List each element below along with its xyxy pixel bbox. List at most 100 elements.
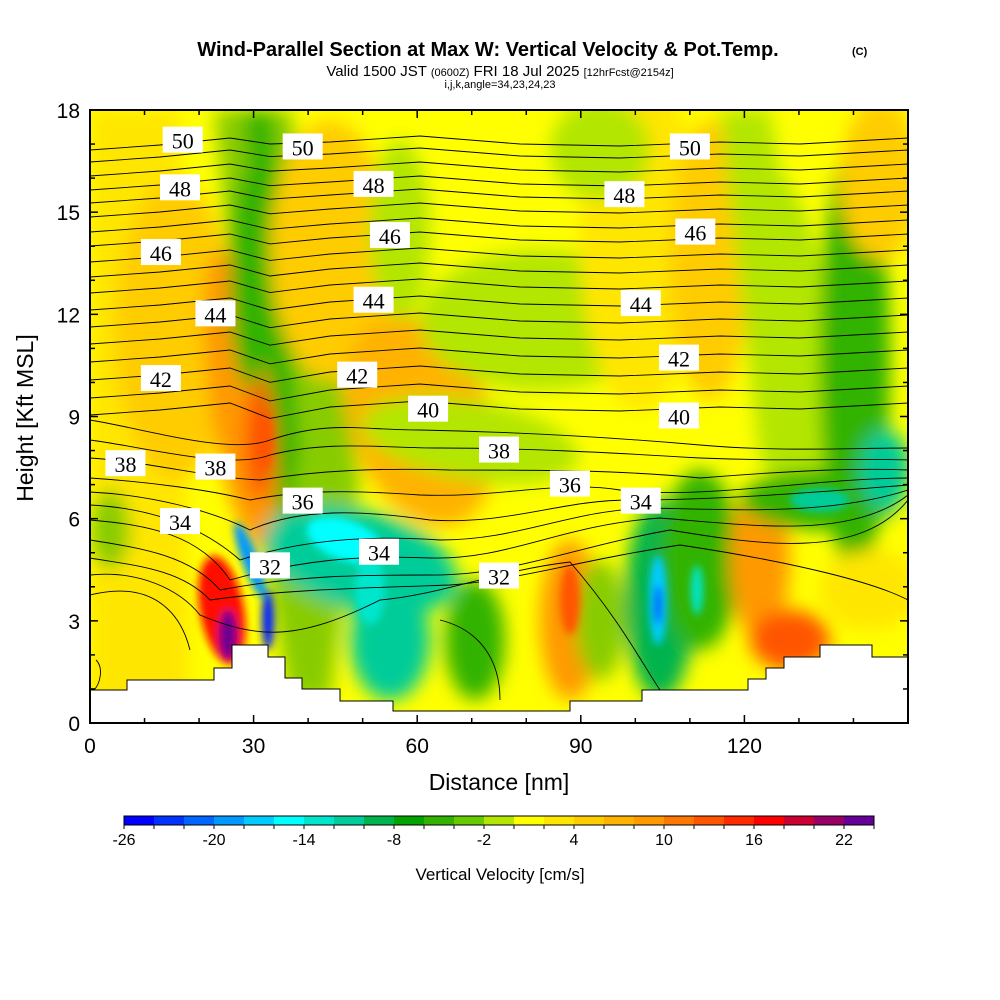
x-tick-label: 90 <box>569 735 592 758</box>
valid-date: FRI 18 Jul 2025 <box>474 63 580 80</box>
contour-label-34: 34 <box>359 538 400 566</box>
svg-text:50: 50 <box>172 129 194 154</box>
y-tick-label: 9 <box>68 407 80 430</box>
colorbar-swatch <box>154 816 185 825</box>
colorbar-swatch <box>394 816 425 825</box>
colorbar-title: Vertical Velocity [cm/s] <box>415 865 584 884</box>
y-tick-label: 15 <box>57 202 80 225</box>
x-tick-label: 120 <box>727 735 762 758</box>
colorbar-swatch <box>334 816 365 825</box>
svg-text:44: 44 <box>204 302 226 327</box>
colorbar-swatch <box>184 816 215 825</box>
colorbar-swatch <box>574 816 605 825</box>
contour-label-48: 48 <box>604 181 645 208</box>
colorbar-swatch <box>784 816 815 825</box>
colorbar-swatch <box>514 816 545 825</box>
contour-label-46: 46 <box>140 239 181 266</box>
colorbar-swatch <box>304 816 335 825</box>
colorbar-tick-label: -2 <box>477 832 491 849</box>
colorbar-swatch <box>634 816 665 825</box>
chart-subtitle: Valid 1500 JST (0600Z) FRI 18 Jul 2025 [… <box>326 63 673 80</box>
x-tick-label: 0 <box>84 735 96 758</box>
valid-utc: (0600Z) <box>431 67 470 79</box>
contour-label-44: 44 <box>353 286 394 314</box>
colorbar-swatch <box>244 816 275 825</box>
contour-label-34: 34 <box>620 487 661 515</box>
contour-label-32: 32 <box>479 562 519 590</box>
contour-label-48: 48 <box>353 170 394 198</box>
contour-labels: 50 50 50 48 48 48 46 46 46 44 44 44 42 42 42 40 40 38 38 38… <box>105 126 716 590</box>
contour-label-46: 46 <box>675 218 716 246</box>
svg-text:38: 38 <box>114 452 136 477</box>
colorbar-tick-label: -26 <box>112 832 135 849</box>
contour-label-38: 38 <box>195 453 236 481</box>
svg-text:32: 32 <box>488 565 510 590</box>
contour-label-40: 40 <box>658 402 699 430</box>
colorbar-swatch <box>694 816 725 825</box>
x-tick-label: 60 <box>406 735 429 758</box>
svg-text:50: 50 <box>292 135 314 160</box>
colorbar: -26 -20 -14 -8 -2 4 10 16 22 <box>112 815 875 849</box>
contour-label-36: 36 <box>282 487 323 515</box>
svg-text:32: 32 <box>259 554 281 579</box>
contour-label-34: 34 <box>159 508 200 535</box>
y-tick-label: 18 <box>57 100 80 123</box>
x-axis: 0 30 60 90 120 <box>84 110 909 758</box>
svg-text:36: 36 <box>559 473 581 498</box>
colorbar-tick-label: -20 <box>202 832 225 849</box>
colorbar-swatch <box>724 816 755 825</box>
contour-label-42: 42 <box>140 365 181 392</box>
y-tick-label: 0 <box>68 713 80 736</box>
contour-label-44: 44 <box>195 300 236 327</box>
colorbar-tick-label: 16 <box>745 832 763 849</box>
contour-label-48: 48 <box>159 174 200 201</box>
svg-text:50: 50 <box>679 135 701 160</box>
contour-label-42: 42 <box>658 344 699 372</box>
colorbar-tick-label: 10 <box>655 832 673 849</box>
contour-label-44: 44 <box>620 290 661 317</box>
contour-label-50: 50 <box>669 133 710 160</box>
svg-text:38: 38 <box>488 439 510 464</box>
colorbar-tick-label: -8 <box>387 832 401 849</box>
contour-label-50: 50 <box>162 126 203 154</box>
svg-text:46: 46 <box>684 221 706 246</box>
svg-text:34: 34 <box>169 510 191 535</box>
svg-text:38: 38 <box>204 456 226 481</box>
y-tick-label: 12 <box>57 304 80 327</box>
svg-text:44: 44 <box>363 289 385 314</box>
colorbar-swatch <box>214 816 245 825</box>
contour-label-42: 42 <box>337 361 378 389</box>
terrain-outline <box>90 644 908 712</box>
colorbar-swatch <box>754 816 785 825</box>
y-axis-label: Height [Kft MSL] <box>12 334 38 501</box>
colorbar-tick-label: -14 <box>292 832 315 849</box>
contour-label-38: 38 <box>479 436 519 464</box>
chart-title: Wind-Parallel Section at Max W: Vertical… <box>197 39 778 61</box>
colorbar-swatch <box>844 816 875 825</box>
plot-area: 50 50 50 48 48 48 46 46 46 44 44 44 42 42 42 40 40 38 38 38… <box>90 110 908 723</box>
svg-text:34: 34 <box>630 490 652 515</box>
terrain <box>90 645 908 723</box>
svg-text:40: 40 <box>417 398 439 423</box>
y-tick-label: 3 <box>68 611 80 634</box>
colorbar-tick-label: 22 <box>835 832 853 849</box>
svg-text:46: 46 <box>379 224 401 249</box>
contour-label-40: 40 <box>408 395 449 423</box>
colorbar-swatch <box>454 816 485 825</box>
svg-text:42: 42 <box>150 367 172 392</box>
x-tick-label: 30 <box>242 735 265 758</box>
contour-label-50: 50 <box>282 133 323 160</box>
svg-text:48: 48 <box>169 176 191 201</box>
contour-label-46: 46 <box>369 222 410 249</box>
colorbar-swatch <box>364 816 395 825</box>
svg-text:42: 42 <box>346 364 368 389</box>
copyright-mark: (C) <box>852 46 868 58</box>
svg-text:48: 48 <box>613 183 635 208</box>
svg-text:44: 44 <box>630 292 652 317</box>
svg-text:48: 48 <box>363 173 385 198</box>
x-axis-label: Distance [nm] <box>429 769 570 795</box>
colorbar-swatch <box>814 816 845 825</box>
contour-label-32: 32 <box>249 552 290 579</box>
svg-text:36: 36 <box>292 490 314 515</box>
